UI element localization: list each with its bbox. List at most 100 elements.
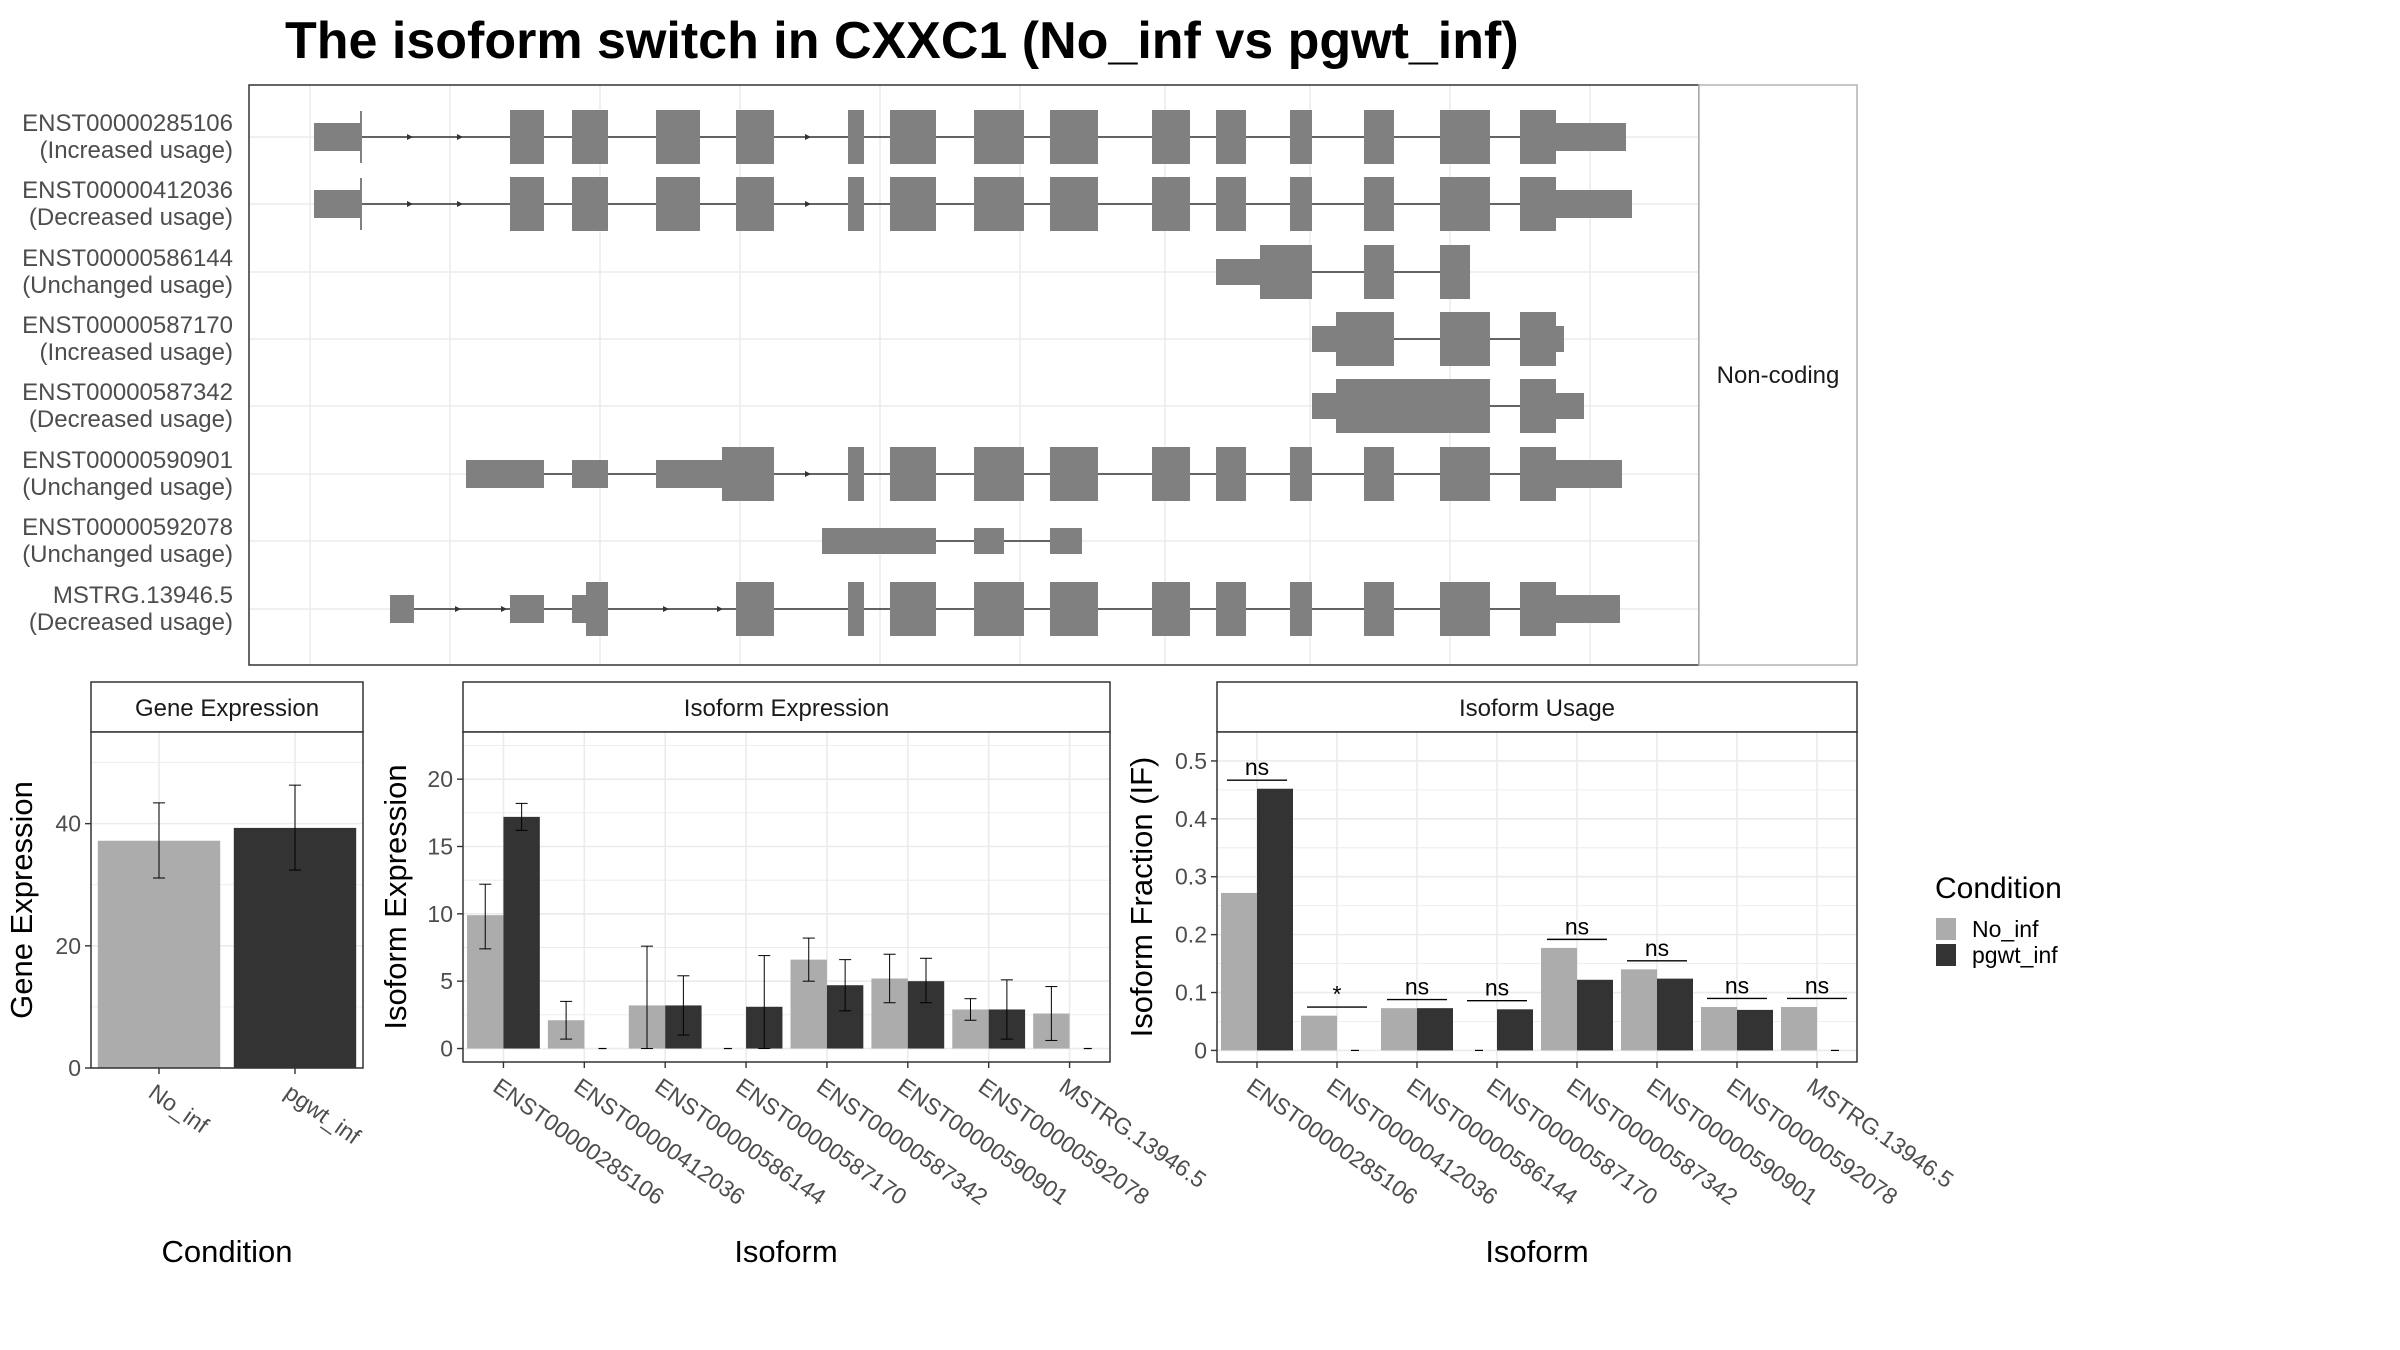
exon <box>822 528 936 554</box>
exon <box>1336 379 1490 433</box>
direction-arrow <box>805 134 811 140</box>
panel-strip-label: Isoform Usage <box>1459 695 1615 722</box>
exon <box>656 460 722 488</box>
transcript-status-label: (Unchanged usage) <box>22 541 233 568</box>
exon <box>1290 582 1312 636</box>
significance-label: ns <box>1245 754 1269 780</box>
exon <box>1440 110 1490 164</box>
exon <box>1520 110 1556 164</box>
y-tick-label: 0.1 <box>1175 980 1207 1006</box>
exon <box>586 582 608 636</box>
transcript-id-label: ENST00000592078 <box>22 514 233 541</box>
y-axis-title: Isoform Fraction (IF) <box>1124 757 1159 1038</box>
exon <box>890 582 936 636</box>
exon <box>1364 582 1394 636</box>
exon <box>1364 110 1394 164</box>
panel-bg <box>463 732 1110 1062</box>
transcript-status-label: (Unchanged usage) <box>22 474 233 501</box>
exon <box>572 460 608 488</box>
exon <box>1290 177 1312 231</box>
significance-label: * <box>1333 981 1342 1007</box>
exon <box>1050 177 1098 231</box>
exon <box>1440 245 1470 299</box>
transcript-status-label: (Increased usage) <box>40 137 233 164</box>
exon <box>1216 110 1246 164</box>
exon <box>1556 595 1620 623</box>
exon <box>1556 123 1626 151</box>
bar <box>1381 1008 1417 1051</box>
exon <box>1152 447 1190 501</box>
exon <box>1364 177 1394 231</box>
exon <box>572 110 608 164</box>
exon <box>1050 447 1098 501</box>
exon <box>510 595 544 623</box>
condition-legend: Condition No_inf pgwt_inf <box>1935 872 2062 968</box>
direction-arrow <box>501 606 507 612</box>
transcript-tracks <box>314 110 1632 636</box>
y-axis-title: Gene Expression <box>4 781 39 1019</box>
transcript-status-label: (Increased usage) <box>40 339 233 366</box>
exon <box>1260 245 1312 299</box>
panel-border <box>90 731 364 1069</box>
exon <box>314 123 360 151</box>
transcript-status-label: (Decreased usage) <box>29 204 233 231</box>
structure-panel-bg <box>249 85 1699 665</box>
transcript-structure-panel: Non-coding ENST00000285106(Increased usa… <box>22 84 1858 666</box>
y-tick-label: 15 <box>427 833 453 859</box>
bar <box>1257 788 1293 1051</box>
exon <box>656 110 700 164</box>
exon <box>1520 582 1556 636</box>
structure-strip-label: Non-coding <box>1717 362 1840 389</box>
bar <box>1737 1009 1773 1051</box>
exon <box>974 177 1024 231</box>
exon <box>510 110 544 164</box>
significance-label: ns <box>1645 935 1669 961</box>
exon <box>1312 393 1336 419</box>
significance-label: ns <box>1805 972 1829 998</box>
exon <box>1050 110 1098 164</box>
exon <box>466 460 544 488</box>
exon <box>360 111 362 163</box>
direction-arrow <box>717 606 723 612</box>
y-tick-label: 0.5 <box>1175 748 1207 774</box>
significance-label: ns <box>1405 974 1429 1000</box>
direction-arrow <box>805 201 811 207</box>
y-tick-label: 10 <box>427 901 453 927</box>
exon <box>1520 312 1556 366</box>
exon <box>1556 326 1564 352</box>
exon <box>572 595 586 623</box>
significance-label: ns <box>1725 972 1749 998</box>
isoform-usage-panel: Isoform Usage ns * ns ns ns ns ns ns 0 0.1 0.2 0.3 0.… <box>1124 681 1958 1269</box>
exon <box>510 177 544 231</box>
bar <box>1497 1009 1533 1051</box>
bar <box>1781 1007 1817 1051</box>
exon <box>890 447 936 501</box>
exon <box>1440 312 1490 366</box>
significance-label: ns <box>1565 913 1589 939</box>
legend-label-no-inf: No_inf <box>1972 916 2039 942</box>
exon <box>1312 326 1336 352</box>
y-tick-label: 40 <box>55 811 81 837</box>
transcript-id-label: ENST00000412036 <box>22 177 233 204</box>
bar <box>1701 1007 1737 1051</box>
exon <box>848 582 864 636</box>
exon <box>974 110 1024 164</box>
transcript-id-label: ENST00000587170 <box>22 312 233 339</box>
exon <box>848 177 864 231</box>
exon <box>722 447 774 501</box>
transcript-id-label: MSTRG.13946.5 <box>53 582 233 609</box>
exon <box>1520 447 1556 501</box>
panel-strip-label: Isoform Expression <box>684 695 889 722</box>
bar <box>97 840 221 1068</box>
exon <box>1050 528 1082 554</box>
exon <box>1152 110 1190 164</box>
bar <box>1221 892 1257 1051</box>
legend-swatch-no-inf <box>1936 918 1956 940</box>
y-tick-label: 0 <box>440 1036 453 1062</box>
exon <box>1556 393 1584 419</box>
transcript-id-label: ENST00000587342 <box>22 379 233 406</box>
exon <box>1440 177 1490 231</box>
legend-swatch-pgwt-inf <box>1936 944 1956 966</box>
direction-arrow <box>805 471 811 477</box>
